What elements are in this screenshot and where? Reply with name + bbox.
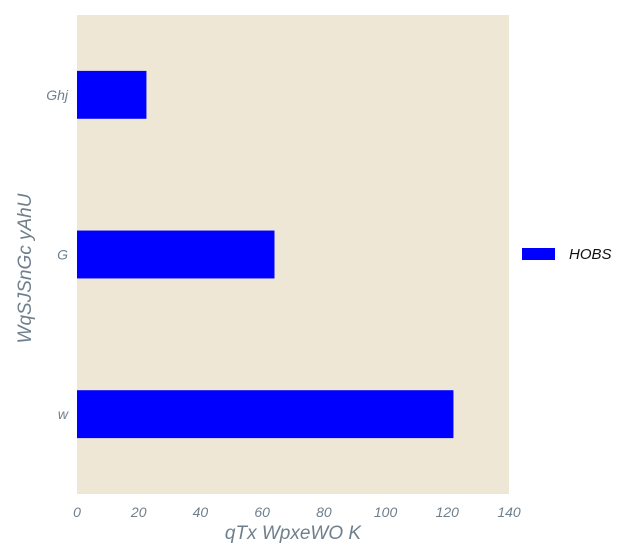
x-tick-20: 20 — [130, 504, 147, 520]
legend-label-hobs: HOBS — [569, 246, 612, 263]
y-tick-ghj: Ghj — [46, 87, 69, 103]
x-tick-120: 120 — [436, 504, 460, 520]
bars-group — [77, 70, 454, 439]
bar-w — [77, 390, 454, 439]
y-axis-label: WqSJSnGc yAhU — [15, 193, 36, 343]
x-tick-100: 100 — [374, 504, 398, 520]
x-tick-60: 60 — [254, 504, 270, 520]
y-tick-g: G — [57, 247, 68, 263]
y-tick-labels: Ghj Gw — [46, 87, 69, 422]
x-tick-140: 140 — [497, 504, 521, 520]
x-tick-40: 40 — [193, 504, 209, 520]
bar-ghj — [77, 70, 147, 119]
x-tick-0: 0 — [73, 504, 81, 520]
x-axis-label: qTx WpxeWO K — [225, 523, 363, 544]
legend-swatch-hobs — [522, 248, 555, 260]
legend: HOBS — [522, 246, 612, 263]
y-tick-w: w — [58, 406, 69, 422]
x-tick-labels: 0 20 40 60 80 100 120 140 — [73, 504, 521, 520]
bar-g — [77, 230, 275, 279]
x-tick-80: 80 — [316, 504, 332, 520]
